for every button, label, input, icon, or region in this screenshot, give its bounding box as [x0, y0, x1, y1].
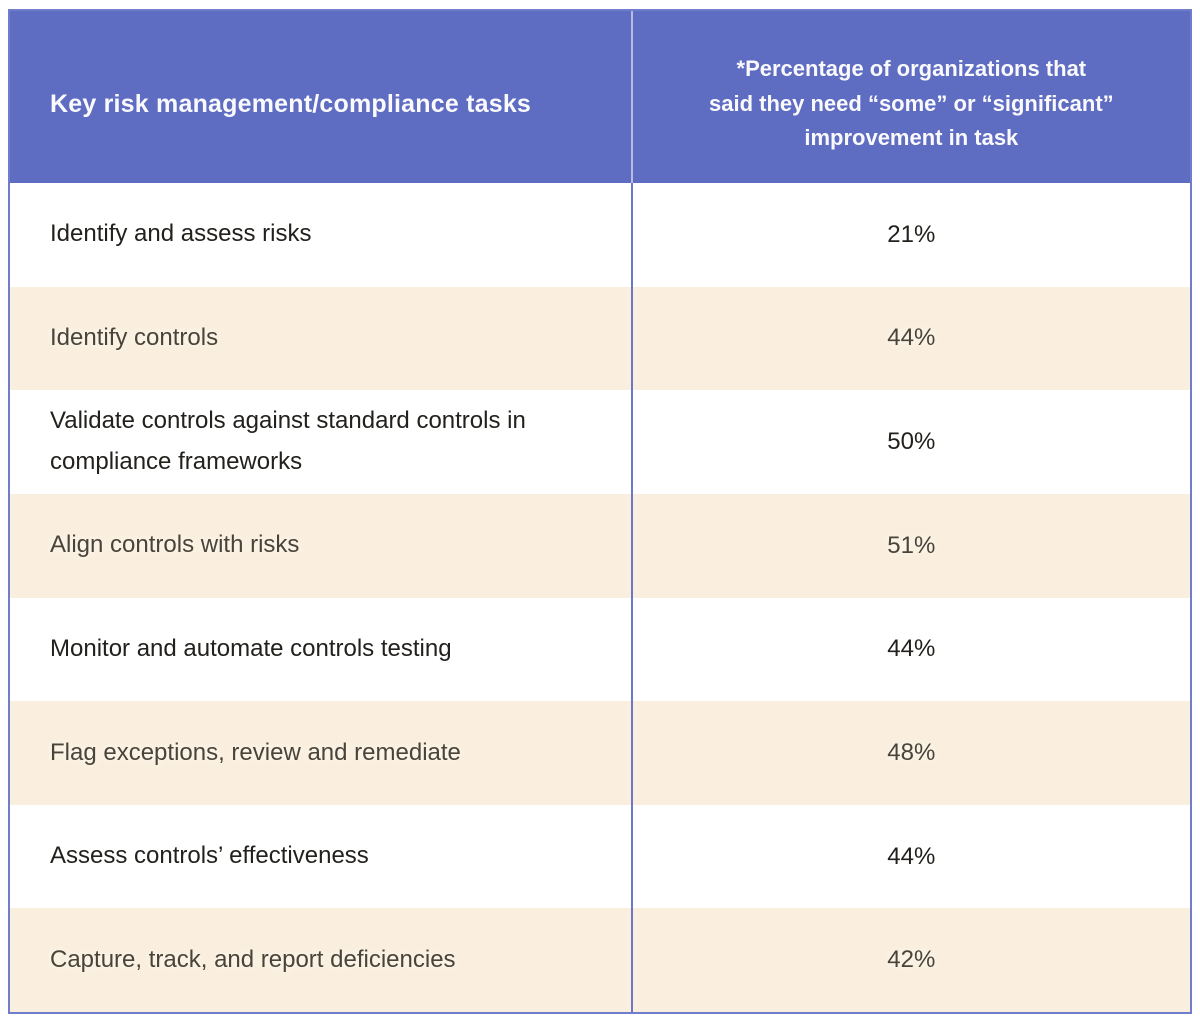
value-cell-text: 44%	[887, 842, 936, 870]
value-cell-text: 21%	[887, 220, 936, 248]
value-cell-text: 48%	[887, 738, 936, 766]
value-cell: 21%	[630, 183, 1190, 287]
value-cell-text: 44%	[887, 324, 936, 352]
header-value-cell: *Percentage of organizations that said t…	[630, 11, 1190, 183]
value-cell-text: 42%	[887, 946, 936, 974]
table-header-row: Key risk management/compliance tasks *Pe…	[10, 11, 1190, 183]
value-cell: 44%	[630, 597, 1190, 702]
task-cell: Capture, track, and report deficiencies	[10, 908, 631, 1012]
value-cell: 42%	[630, 908, 1190, 1012]
header-task-label: Key risk management/compliance tasks	[50, 89, 532, 118]
value-cell: 44%	[630, 286, 1190, 391]
table-row: Flag exceptions, review and remediate 48…	[10, 701, 1190, 805]
header-task-cell: Key risk management/compliance tasks	[10, 11, 631, 183]
value-cell-text: 44%	[887, 635, 936, 663]
risk-compliance-table: Key risk management/compliance tasks *Pe…	[8, 9, 1192, 1014]
task-cell: Align controls with risks	[10, 494, 631, 598]
task-cell-text: Assess controls’ effectiveness	[50, 842, 369, 870]
table-row: Monitor and automate controls testing 44…	[10, 597, 1190, 702]
task-cell: Flag exceptions, review and remediate	[10, 701, 631, 805]
value-cell: 48%	[630, 701, 1190, 805]
table-row: Identify and assess risks 21%	[10, 183, 1190, 287]
task-cell: Assess controls’ effectiveness	[10, 805, 631, 909]
task-cell: Identify controls	[10, 287, 631, 391]
table-body: Identify and assess risks 21% Identify c…	[10, 183, 1190, 1012]
task-cell-text: Identify and assess risks	[50, 220, 312, 248]
task-cell-text: Identify controls	[50, 324, 219, 352]
value-cell: 44%	[630, 804, 1190, 909]
task-cell: Identify and assess risks	[10, 183, 631, 287]
table-row: Capture, track, and report deficiencies …	[10, 908, 1190, 1012]
header-value-label: *Percentage of organizations that said t…	[709, 55, 1114, 151]
value-cell-text: 50%	[887, 428, 936, 456]
value-cell: 51%	[630, 493, 1190, 598]
table-row: Identify controls 44%	[10, 286, 1190, 391]
task-cell-text: Monitor and automate controls testing	[50, 634, 452, 662]
value-cell: 50%	[630, 390, 1190, 494]
task-cell-text: Align controls with risks	[50, 531, 300, 559]
table-row: Assess controls’ effectiveness 44%	[10, 804, 1190, 909]
task-cell-text: Validate controls against standard contr…	[50, 407, 526, 476]
table-row: Validate controls against standard contr…	[10, 390, 1190, 494]
task-cell: Validate controls against standard contr…	[10, 390, 631, 494]
table-row: Align controls with risks 51%	[10, 493, 1190, 598]
task-cell: Monitor and automate controls testing	[10, 598, 631, 702]
value-cell-text: 51%	[887, 531, 936, 559]
task-cell-text: Flag exceptions, review and remediate	[50, 738, 461, 766]
task-cell-text: Capture, track, and report deficiencies	[50, 945, 456, 973]
